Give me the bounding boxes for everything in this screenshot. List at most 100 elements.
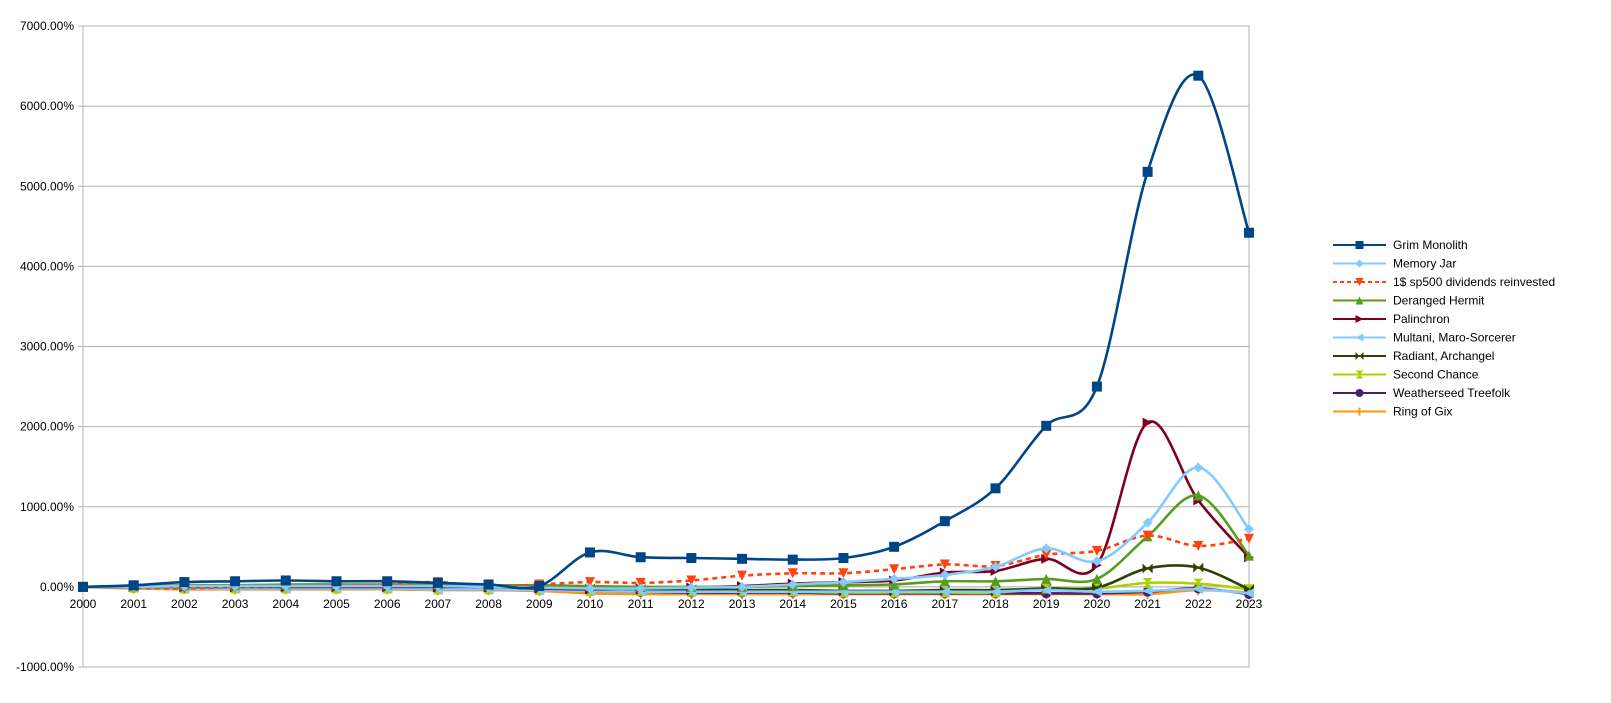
x-tick-label: 2008 bbox=[475, 597, 502, 611]
data-point-deranged-hermit bbox=[1041, 573, 1052, 584]
series-lines bbox=[78, 70, 1254, 600]
data-point-memory-jar bbox=[686, 582, 697, 593]
x-tick-label: 2016 bbox=[881, 597, 908, 611]
legend-marker bbox=[1355, 333, 1364, 342]
x-tick-label: 2005 bbox=[323, 597, 350, 611]
data-point-1-sp500-dividends-reinvested bbox=[1041, 549, 1052, 560]
x-tick-label: 2002 bbox=[171, 597, 198, 611]
x-tick-label: 2020 bbox=[1084, 597, 1111, 611]
legend-item-second-chance: Second Chance bbox=[1333, 368, 1479, 382]
data-point-palinchron bbox=[1142, 417, 1153, 428]
legend-item-palinchron: Palinchron bbox=[1333, 312, 1450, 326]
legend-label: Ring of Gix bbox=[1393, 405, 1452, 419]
legend-label: 1$ sp500 dividends reinvested bbox=[1393, 275, 1555, 289]
legend-item-1-sp500-dividends-reinvested: 1$ sp500 dividends reinvested bbox=[1333, 275, 1555, 289]
series-line-grim-monolith bbox=[82, 73, 1251, 590]
legend-label: Grim Monolith bbox=[1393, 238, 1468, 252]
data-point-multani-maro-sorcerer bbox=[1193, 584, 1204, 595]
data-point-multani-maro-sorcerer bbox=[1142, 585, 1153, 596]
y-tick-label: 2000.00% bbox=[20, 420, 74, 434]
data-point-grim-monolith bbox=[787, 554, 798, 565]
x-tick-label: 2015 bbox=[830, 597, 857, 611]
legend-item-radiant-archangel: Radiant, Archangel bbox=[1333, 349, 1494, 363]
data-point-1-sp500-dividends-reinvested bbox=[686, 575, 697, 586]
series-line-deranged-hermit bbox=[82, 494, 1251, 589]
data-point-grim-monolith bbox=[990, 483, 1001, 494]
x-tick-label: 2010 bbox=[577, 597, 604, 611]
data-point-grim-monolith bbox=[1041, 420, 1052, 431]
y-tick-label: 4000.00% bbox=[20, 259, 74, 273]
data-point-1-sp500-dividends-reinvested bbox=[737, 570, 748, 581]
data-point-memory-jar bbox=[635, 583, 646, 594]
legend-label: Weatherseed Treefolk bbox=[1393, 386, 1511, 400]
data-point-grim-monolith bbox=[686, 553, 697, 564]
legend-marker bbox=[1355, 296, 1364, 305]
data-point-deranged-hermit bbox=[1193, 490, 1204, 501]
legend-marker bbox=[1355, 259, 1364, 268]
legend-label: Radiant, Archangel bbox=[1393, 349, 1494, 363]
data-point-memory-jar bbox=[1041, 543, 1052, 554]
legend-item-grim-monolith: Grim Monolith bbox=[1333, 238, 1468, 252]
x-tick-label: 2021 bbox=[1134, 597, 1161, 611]
data-point-grim-monolith bbox=[280, 575, 291, 586]
data-point-grim-monolith bbox=[534, 581, 545, 592]
legend-item-weatherseed-treefolk: Weatherseed Treefolk bbox=[1333, 386, 1511, 400]
legend-label: Deranged Hermit bbox=[1393, 294, 1485, 308]
legend-marker bbox=[1355, 407, 1364, 416]
x-tick-label: 2019 bbox=[1033, 597, 1060, 611]
y-tick-label: -1000.00% bbox=[16, 660, 74, 674]
series-grim-monolith bbox=[78, 70, 1254, 592]
y-tick-label: 6000.00% bbox=[20, 99, 74, 113]
x-tick-label: 2018 bbox=[982, 597, 1009, 611]
data-point-grim-monolith bbox=[939, 516, 950, 527]
tick-labels: 7000.00% 6000.00% 5000.00% 4000.00% 3000.00%… bbox=[16, 19, 1263, 674]
data-point-memory-jar bbox=[1142, 517, 1153, 528]
legend-item-memory-jar: Memory Jar bbox=[1333, 257, 1456, 271]
x-tick-label: 2011 bbox=[628, 597, 654, 611]
data-point-1-sp500-dividends-reinvested bbox=[1142, 530, 1153, 541]
data-point-grim-monolith bbox=[1193, 70, 1204, 81]
x-tick-label: 2000 bbox=[70, 597, 97, 611]
data-point-1-sp500-dividends-reinvested bbox=[787, 568, 798, 579]
data-point-memory-jar bbox=[1193, 462, 1204, 473]
x-tick-label: 2012 bbox=[678, 597, 705, 611]
y-tick-label: 3000.00% bbox=[20, 340, 74, 354]
y-tick-label: 0.00% bbox=[40, 580, 74, 594]
legend-marker bbox=[1355, 278, 1364, 286]
data-point-multani-maro-sorcerer bbox=[990, 586, 1001, 597]
x-tick-label: 2009 bbox=[526, 597, 553, 611]
data-point-1-sp500-dividends-reinvested bbox=[939, 559, 950, 570]
x-tick-label: 2003 bbox=[222, 597, 249, 611]
data-point-grim-monolith bbox=[483, 579, 494, 590]
x-tick-label: 2023 bbox=[1236, 597, 1263, 611]
legend-item-multani-maro-sorcerer: Multani, Maro-Sorcerer bbox=[1333, 331, 1516, 345]
data-point-grim-monolith bbox=[1142, 166, 1153, 177]
x-tick-label: 2006 bbox=[374, 597, 401, 611]
data-point-memory-jar bbox=[889, 573, 900, 584]
data-point-memory-jar bbox=[737, 581, 748, 592]
data-point-deranged-hermit bbox=[990, 576, 1001, 587]
x-tick-label: 2014 bbox=[779, 597, 806, 611]
legend-label: Multani, Maro-Sorcerer bbox=[1393, 331, 1516, 345]
legend-label: Memory Jar bbox=[1393, 257, 1456, 271]
data-point-grim-monolith bbox=[432, 577, 443, 588]
data-point-1-sp500-dividends-reinvested bbox=[1091, 545, 1102, 556]
legend: Grim Monolith Memory Jar 1$ sp500 dividend… bbox=[1333, 238, 1555, 419]
data-point-grim-monolith bbox=[230, 576, 241, 587]
data-point-multani-maro-sorcerer bbox=[1041, 585, 1052, 596]
data-point-memory-jar bbox=[1091, 556, 1102, 567]
series-deranged-hermit bbox=[78, 490, 1254, 592]
data-point-multani-maro-sorcerer bbox=[939, 586, 950, 597]
legend-marker bbox=[1355, 352, 1364, 360]
data-point-deranged-hermit bbox=[1091, 573, 1102, 584]
x-tick-label: 2004 bbox=[272, 597, 299, 611]
data-point-1-sp500-dividends-reinvested bbox=[1193, 541, 1204, 552]
data-point-grim-monolith bbox=[382, 576, 393, 587]
data-point-multani-maro-sorcerer bbox=[1091, 586, 1102, 597]
data-point-grim-monolith bbox=[78, 581, 88, 592]
data-point-grim-monolith bbox=[635, 552, 646, 563]
legend-item-ring-of-gix: Ring of Gix bbox=[1333, 405, 1452, 419]
data-point-grim-monolith bbox=[179, 577, 190, 588]
